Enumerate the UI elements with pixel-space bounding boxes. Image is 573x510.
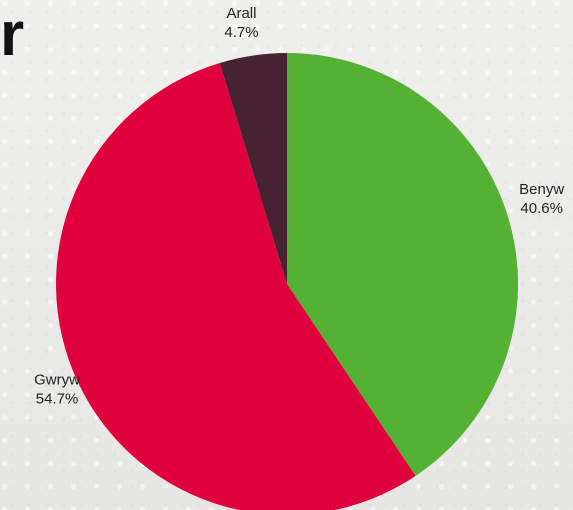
pie-slice-arall: [219, 53, 287, 284]
slice-label-benyw: Benyw: [519, 181, 564, 198]
pie-labels: Benyw 40.6% Gwryw 54.7% Arall 4.7%: [34, 5, 564, 408]
page-heading-fragment: r: [0, 0, 25, 69]
slice-label-gwryw: Gwryw: [34, 372, 80, 389]
pie-slice-gwryw: [56, 62, 416, 510]
pie-slices: [56, 53, 518, 510]
slice-label-arall: Arall: [226, 5, 256, 22]
pie-slice-benyw: [287, 53, 518, 476]
slice-value-arall: 4.7%: [224, 24, 258, 41]
slice-value-gwryw: 54.7%: [36, 391, 79, 408]
slice-value-benyw: 40.6%: [520, 200, 563, 217]
